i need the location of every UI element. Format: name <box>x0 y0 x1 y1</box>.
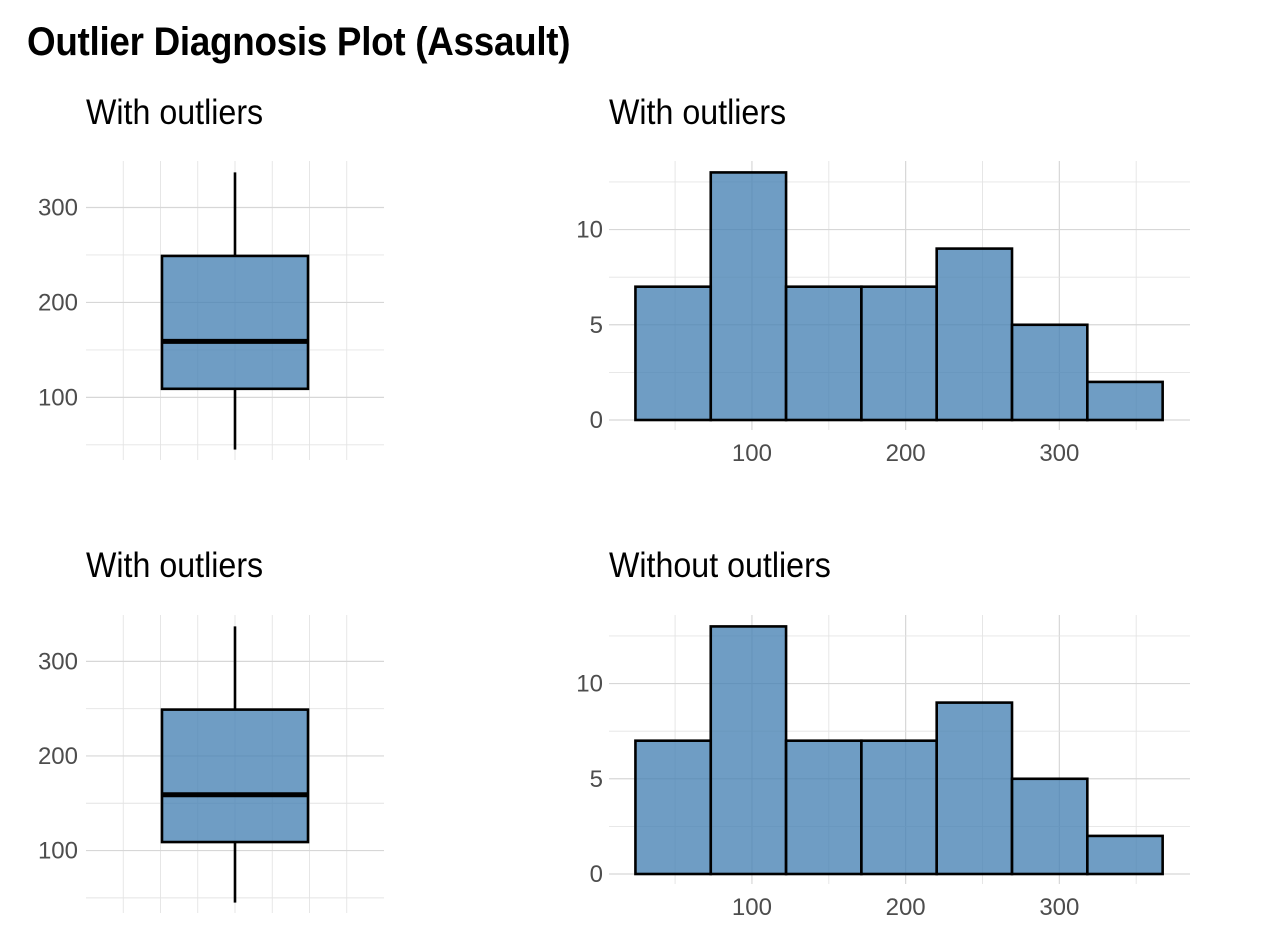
histogram-bar <box>1086 834 1164 876</box>
histogram-bar <box>709 625 788 876</box>
y-tick-label: 0 <box>590 861 603 888</box>
y-tick-label: 100 <box>38 838 78 865</box>
page-title: Outlier Diagnosis Plot (Assault) <box>27 20 571 64</box>
histogram-bar <box>784 285 863 422</box>
x-tick-label: 300 <box>1039 894 1079 921</box>
y-tick-label: 10 <box>576 671 603 698</box>
y-tick-label: 5 <box>590 766 603 793</box>
y-tick-label: 0 <box>590 407 603 434</box>
y-tick-label: 300 <box>38 195 78 222</box>
panel-title: With outliers <box>609 93 787 132</box>
histogram-bar <box>860 739 938 876</box>
panel-title: With outliers <box>86 546 264 585</box>
y-tick-label: 5 <box>590 312 603 339</box>
histogram-bar <box>1010 777 1089 876</box>
x-tick-label: 100 <box>732 894 772 921</box>
histogram-bar <box>935 701 1014 876</box>
box-iqr <box>160 708 310 844</box>
y-tick-label: 300 <box>38 648 78 675</box>
y-tick-label: 200 <box>38 743 78 770</box>
box-iqr <box>160 254 310 391</box>
histogram-bar <box>784 739 863 876</box>
histogram-bar <box>634 739 713 876</box>
y-tick-label: 100 <box>38 384 78 411</box>
histogram-bar <box>1086 380 1164 422</box>
histogram-bar <box>860 285 938 422</box>
y-tick-label: 10 <box>576 217 603 244</box>
panel-title: Without outliers <box>609 546 831 585</box>
y-tick-label: 200 <box>38 289 78 316</box>
x-tick-label: 200 <box>886 894 926 921</box>
x-tick-label: 100 <box>732 440 772 467</box>
panel-title: With outliers <box>86 93 264 132</box>
x-tick-label: 200 <box>886 440 926 467</box>
x-tick-label: 300 <box>1039 440 1079 467</box>
histogram-bar <box>1010 323 1089 422</box>
